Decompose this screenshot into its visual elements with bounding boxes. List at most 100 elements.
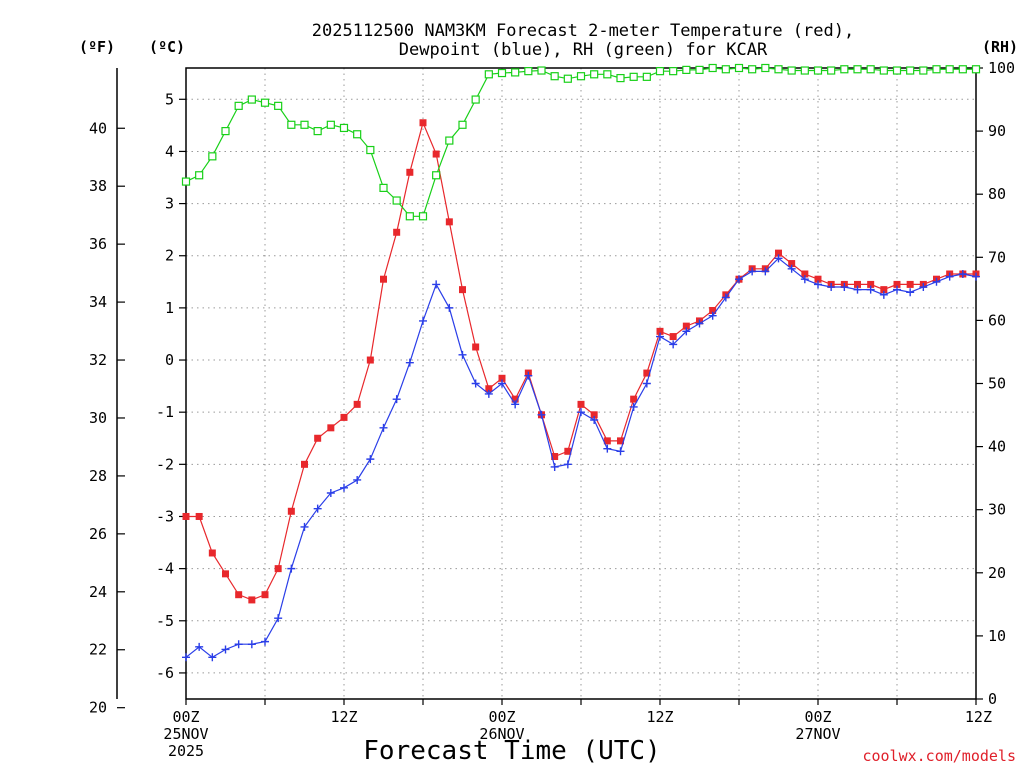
dewpoint-point [814, 280, 822, 289]
dewpoint-point [287, 564, 296, 573]
fahrenheit-tick-label: 40 [89, 119, 107, 137]
dewpoint-point [669, 340, 678, 349]
rh-point [853, 65, 862, 74]
dewpoint-point [972, 272, 980, 281]
dewpoint-point [682, 327, 691, 336]
temperature-point [301, 460, 308, 468]
rh-tick-label: 40 [988, 438, 1006, 456]
dewpoint-point [840, 283, 849, 292]
rh-point [840, 65, 849, 74]
rh-point [432, 171, 441, 180]
fahrenheit-tick-label: 20 [89, 699, 107, 717]
temperature-point [274, 565, 282, 573]
series-layer [181, 63, 981, 662]
dewpoint-point [642, 379, 651, 388]
rh-point [932, 65, 941, 74]
fahrenheit-tick-label: 34 [89, 293, 107, 311]
rh-point [761, 63, 770, 73]
temperature-point [814, 275, 822, 283]
temperature-point [432, 150, 440, 158]
rh-point [919, 66, 928, 75]
temperature-point [222, 570, 229, 578]
dewpoint-point [300, 522, 309, 531]
x-tick-label: 27NOV [795, 725, 840, 743]
dewpoint-point [458, 350, 467, 359]
dewpoint-point [590, 416, 599, 425]
dewpoint-point [498, 379, 506, 388]
celsius-tick-label: -2 [156, 455, 174, 473]
rh-tick-label: 100 [988, 59, 1015, 77]
temperature-point [445, 218, 453, 226]
dewpoint-point [853, 285, 862, 294]
rh-tick-label: 50 [988, 375, 1006, 393]
rh-point [484, 70, 493, 79]
rh-point [274, 101, 283, 110]
temperature-point [353, 400, 361, 408]
dewpoint-point [234, 640, 243, 649]
rh-point [497, 68, 507, 78]
temperature-point [287, 507, 295, 515]
temperature-point [630, 395, 638, 403]
temperature-point [366, 356, 374, 364]
rh-point [313, 126, 322, 136]
temperature-point [577, 400, 585, 408]
rh-point [906, 66, 915, 75]
rh-point [524, 67, 533, 76]
dewpoint-point [261, 637, 269, 646]
dewpoint-point [616, 447, 625, 456]
rh-point [353, 130, 362, 139]
rh-point [511, 68, 520, 77]
dewpoint-point [313, 504, 322, 513]
rh-point [892, 66, 902, 75]
dewpoint-point [484, 389, 493, 398]
dewpoint-point [366, 455, 375, 464]
rh-point [945, 65, 954, 74]
dewpoint-point [761, 267, 770, 276]
rh-point [734, 63, 744, 73]
temperature-point [590, 411, 598, 419]
dewpoint-point [537, 410, 546, 419]
dewpoint-point [221, 645, 230, 654]
rh-point [813, 66, 823, 75]
celsius-tick-label: 2 [165, 247, 174, 265]
dewpoint-point [550, 462, 559, 471]
rh-point [247, 95, 256, 104]
dewpoint-point [906, 288, 915, 297]
dewpoint-point [195, 642, 204, 651]
rh-point [629, 72, 638, 81]
temperature-point [380, 275, 387, 283]
dewpoint-point [340, 483, 348, 492]
rh-point [774, 65, 783, 74]
dewpoint-point [603, 444, 612, 453]
rh-point [366, 145, 375, 155]
x-tick-label: 12Z [646, 708, 673, 726]
dewpoint-point [208, 653, 217, 662]
dewpoint-point [471, 379, 480, 388]
dewpoint-point [721, 293, 730, 302]
temperature-point [261, 591, 269, 599]
temperature-point [235, 591, 243, 599]
fahrenheit-tick-label: 30 [89, 409, 107, 427]
fahrenheit-tick-label: 28 [89, 467, 107, 485]
celsius-tick-label: 3 [165, 195, 174, 213]
dewpoint-point [827, 283, 836, 292]
temperature-point [801, 270, 809, 278]
rh-point [392, 196, 401, 205]
rh-point [339, 123, 349, 133]
temperature-point [564, 447, 572, 455]
rh-tick-label: 10 [988, 627, 1006, 645]
celsius-tick-label: 1 [165, 299, 174, 317]
dewpoint-point [800, 275, 809, 284]
rh-point [603, 70, 612, 79]
dewpoint-point [353, 475, 362, 484]
rh-point [563, 74, 572, 83]
rh-point [721, 65, 730, 74]
x-tick-label: 00Z [172, 708, 199, 726]
temperature-point [459, 286, 466, 294]
rh-tick-label: 80 [988, 185, 1006, 203]
temperature-point [643, 369, 651, 377]
fahrenheit-unit-label: (ºF) [79, 38, 115, 56]
dewpoint-point [879, 290, 888, 299]
temperature-point [406, 168, 414, 176]
